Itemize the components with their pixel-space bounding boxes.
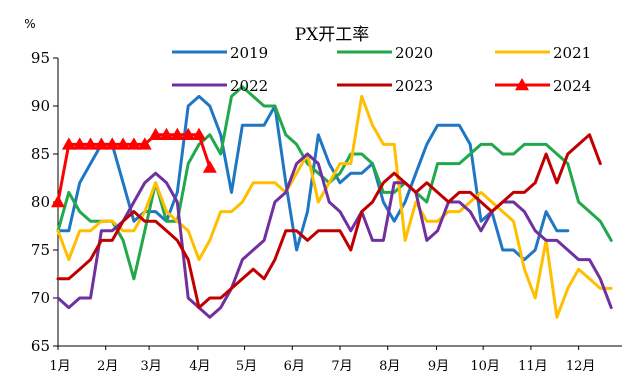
x-tick-label: 10月	[470, 359, 500, 374]
legend-label-2024: 2024	[553, 77, 591, 95]
y-tick-label: 65	[31, 337, 50, 355]
x-tick-label: 4月	[189, 359, 210, 374]
x-tick-label: 9月	[428, 359, 449, 374]
x-tick-label: 7月	[331, 359, 352, 374]
x-tick-label: 6月	[284, 359, 305, 374]
series-point-2024	[170, 127, 185, 141]
series-point-2024	[137, 137, 152, 150]
series-point-2024	[148, 127, 163, 141]
series-line-2022	[56, 152, 613, 319]
x-tick-label: 8月	[379, 359, 400, 374]
series-point-2024	[181, 127, 196, 141]
series-group	[51, 85, 613, 319]
series-point-2024	[61, 137, 76, 150]
legend-label-2022: 2022	[230, 77, 268, 95]
series-point-2024	[116, 137, 131, 150]
y-axis-ticks: 65 70 75 80 85 90 95	[31, 49, 58, 355]
legend-label-2020: 2020	[395, 44, 433, 62]
x-tick-label: 2月	[97, 359, 118, 374]
x-tick-label: 5月	[236, 359, 257, 374]
series-line-2020	[56, 85, 613, 281]
legend-marker-2024	[515, 78, 529, 91]
series-point-2024	[159, 127, 174, 141]
y-tick-label: 85	[31, 145, 50, 163]
legend: 2019 2020 2021 2022 2023 2024	[172, 44, 591, 95]
x-tick-label: 12月	[566, 359, 596, 374]
y-tick-label: 75	[31, 241, 50, 259]
series-point-2024	[51, 195, 65, 208]
legend-label-2019: 2019	[230, 44, 268, 62]
series-line-2021	[56, 94, 613, 319]
x-tick-label: 3月	[140, 359, 161, 374]
legend-label-2021: 2021	[553, 44, 591, 62]
series-line-2023	[56, 133, 602, 310]
y-tick-label: 95	[31, 49, 50, 67]
series-point-2024	[202, 160, 217, 173]
series-point-2024	[192, 127, 206, 141]
chart-title: PX开工率	[295, 25, 370, 45]
legend-label-2023: 2023	[395, 77, 433, 95]
series-point-2024	[105, 137, 120, 150]
x-tick-label: 1月	[49, 359, 70, 374]
y-unit-label: %	[24, 17, 35, 31]
y-tick-label: 80	[31, 193, 50, 211]
series-point-2024	[83, 137, 98, 150]
y-tick-label: 90	[31, 97, 50, 115]
x-tick-label: 11月	[518, 359, 548, 374]
y-tick-label: 70	[31, 289, 50, 307]
series-point-2024	[94, 137, 109, 150]
series-point-2024	[126, 137, 141, 150]
x-axis-ticks: 1月 2月 3月 4月 5月 6月 7月 8月 9月 10月 11月 12月	[49, 346, 595, 374]
series-point-2024	[72, 137, 87, 150]
